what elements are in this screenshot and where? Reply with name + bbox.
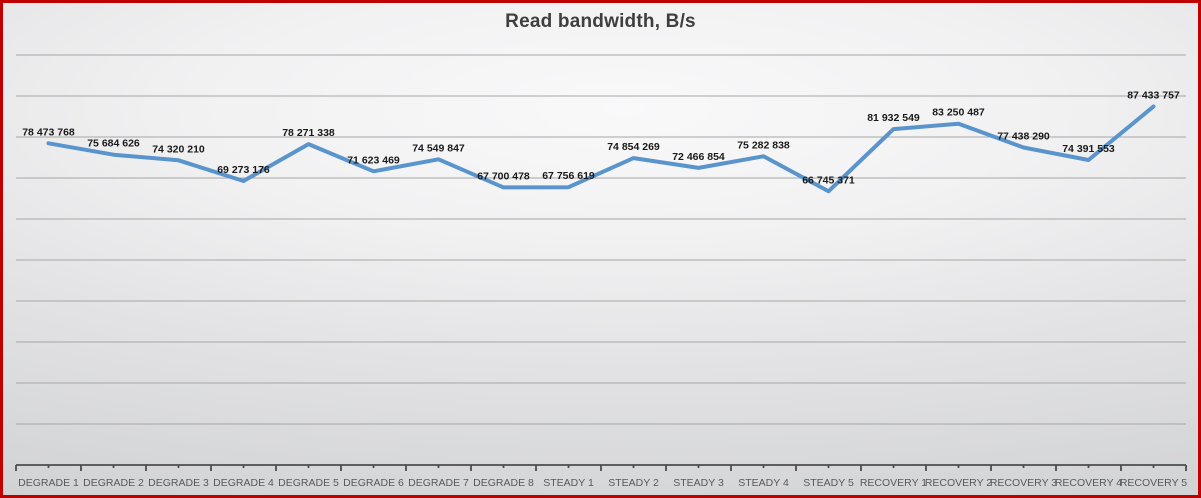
data-label: 74 854 269 bbox=[607, 141, 660, 153]
x-axis-label: STEADY 1 bbox=[543, 477, 594, 489]
x-axis-label: DEGRADE 8 bbox=[473, 477, 534, 489]
data-label: 74 320 210 bbox=[152, 143, 205, 155]
data-label: 77 438 290 bbox=[997, 131, 1050, 143]
x-axis-label: RECOVERY 4 bbox=[1055, 477, 1122, 489]
x-axis-label: STEADY 5 bbox=[803, 477, 854, 489]
data-label: 81 932 549 bbox=[867, 112, 920, 124]
x-axis-label: DEGRADE 2 bbox=[83, 477, 144, 489]
x-axis-label: STEADY 4 bbox=[738, 477, 789, 489]
x-axis-label: RECOVERY 3 bbox=[990, 477, 1057, 489]
x-axis-label: RECOVERY 1 bbox=[860, 477, 927, 489]
data-label: 71 623 469 bbox=[347, 154, 400, 166]
data-label: 78 473 768 bbox=[22, 126, 75, 138]
data-label: 72 466 854 bbox=[672, 151, 725, 163]
x-axis-label: STEADY 2 bbox=[608, 477, 659, 489]
data-label: 67 756 619 bbox=[542, 170, 595, 182]
x-axis-label: DEGRADE 1 bbox=[18, 477, 79, 489]
x-axis-label: STEADY 3 bbox=[673, 477, 724, 489]
x-axis-label: DEGRADE 5 bbox=[278, 477, 339, 489]
data-label: 75 684 626 bbox=[87, 138, 140, 150]
x-axis-label: DEGRADE 6 bbox=[343, 477, 404, 489]
data-label: 83 250 487 bbox=[932, 107, 985, 119]
data-label: 74 391 553 bbox=[1062, 143, 1115, 155]
data-label: 74 549 847 bbox=[412, 142, 465, 154]
chart-title: Read bandwidth, B/s bbox=[505, 11, 696, 32]
x-axis-label: DEGRADE 3 bbox=[148, 477, 209, 489]
data-label: 87 433 757 bbox=[1127, 90, 1180, 102]
data-label: 75 282 838 bbox=[737, 139, 790, 151]
x-axis-label: DEGRADE 7 bbox=[408, 477, 469, 489]
data-label: 78 271 338 bbox=[282, 127, 335, 139]
x-axis-label: RECOVERY 5 bbox=[1120, 477, 1187, 489]
data-label: 69 273 176 bbox=[217, 164, 270, 176]
series-line bbox=[46, 104, 1156, 194]
x-axis-label: RECOVERY 2 bbox=[925, 477, 992, 489]
data-label: 67 700 478 bbox=[477, 170, 530, 182]
x-axis-label: DEGRADE 4 bbox=[213, 477, 274, 489]
data-label: 66 745 371 bbox=[802, 174, 855, 186]
